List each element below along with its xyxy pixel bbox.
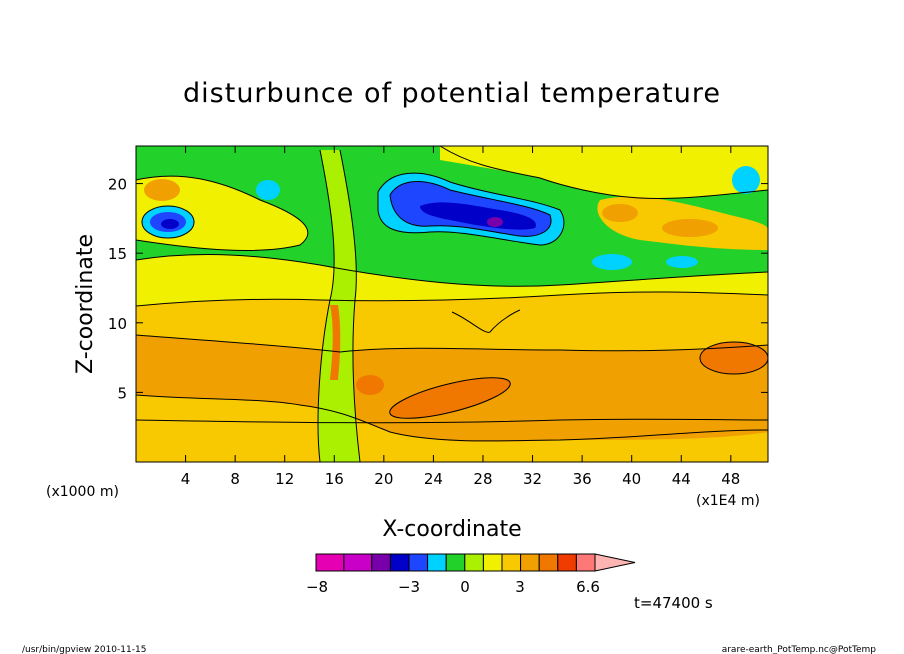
- blob-upper-left-orange: [144, 179, 180, 201]
- colorbar-cell: [427, 553, 447, 572]
- blob-left-darkblue: [161, 219, 179, 229]
- colorbar-labels: −8 −3 0 3 6.6: [306, 578, 600, 596]
- band-mid-light-orange: [136, 291, 768, 352]
- x-tick-label: 28: [473, 470, 492, 488]
- x-tick-label: 8: [230, 470, 240, 488]
- plot-area: [136, 146, 768, 462]
- y-axis-ticks: 5 10 15 20: [108, 176, 768, 402]
- footer-right: arare-earth_PotTemp.nc@PotTemp: [722, 645, 877, 654]
- region-dark-blue: [420, 202, 536, 230]
- x-tick-label: 12: [275, 470, 294, 488]
- y-tick-label: 20: [108, 176, 127, 194]
- colorbar-cell: [538, 553, 559, 572]
- y-tick-label: 15: [108, 245, 127, 263]
- colorbar-cell: [482, 553, 503, 572]
- colorbar-cell: [343, 553, 373, 572]
- x-axis-label: X-coordinate: [382, 517, 521, 542]
- colorbar-label: −8: [306, 578, 328, 596]
- blob-lower-dark-orange-2: [356, 375, 384, 395]
- blob-top-cyan-3: [592, 254, 632, 270]
- colorbar-label: −3: [398, 578, 420, 596]
- time-annotation: t=47400 s: [634, 594, 713, 612]
- band-upper-yellow: [136, 254, 768, 306]
- colorbar-cell: [464, 553, 484, 572]
- colorbar-cell: [389, 553, 410, 572]
- y-tick-label: 5: [117, 384, 127, 402]
- x-tick-label: 36: [573, 470, 592, 488]
- chart-title: disturbunce of potential temperature: [183, 78, 721, 109]
- colorbar-label: 6.6: [576, 578, 600, 596]
- colorbar-cell: [371, 553, 391, 572]
- blob-upper-right-orange: [662, 219, 718, 237]
- colorbar-cell: [408, 553, 429, 572]
- x-axis-ticks: 4 8 12 16 20 24 28 32 36 40 44 48: [181, 146, 740, 488]
- colorbar-cell: [575, 553, 596, 572]
- colorbar: [315, 553, 636, 572]
- colorbar-cell: [557, 553, 577, 572]
- blob-lower-dark-orange: [389, 377, 511, 419]
- y-tick-label: 10: [108, 315, 127, 333]
- colorbar-label: 0: [460, 578, 470, 596]
- blob-purple: [487, 217, 503, 227]
- column-green: [318, 150, 360, 462]
- blob-upper-right-orange-2: [602, 204, 638, 222]
- contour-lines: [136, 146, 768, 462]
- x-tick-label: 4: [181, 470, 191, 488]
- x-tick-label: 24: [424, 470, 443, 488]
- x-tick-label: 40: [622, 470, 641, 488]
- x-tick-label: 48: [721, 470, 740, 488]
- blob-right-orange: [700, 342, 768, 374]
- x-unit-note: (x1000 m): [46, 484, 119, 500]
- column-orange: [330, 305, 341, 380]
- band-low-light-orange: [136, 395, 768, 462]
- blob-top-cyan-2: [732, 166, 760, 194]
- x-tick-label: 32: [523, 470, 542, 488]
- colorbar-arrow: [594, 553, 636, 572]
- x-tick-label: 20: [374, 470, 393, 488]
- blob-top-cyan-4: [666, 256, 698, 268]
- plot-frame: [135, 145, 769, 463]
- y-axis-label: Z-coordinate: [73, 234, 98, 374]
- x-scale-note: (x1E4 m): [696, 493, 760, 509]
- colorbar-cell: [315, 553, 345, 572]
- band-top-yellow: [440, 146, 768, 199]
- blob-top-cyan-1: [256, 180, 280, 200]
- x-tick-label: 16: [325, 470, 344, 488]
- footer-left: /usr/bin/gpview 2010-11-15: [22, 645, 146, 654]
- x-tick-label: 44: [672, 470, 691, 488]
- colorbar-label: 3: [515, 578, 525, 596]
- colorbar-cell: [520, 553, 540, 572]
- colorbar-cell: [501, 553, 522, 572]
- colorbar-cell: [445, 553, 466, 572]
